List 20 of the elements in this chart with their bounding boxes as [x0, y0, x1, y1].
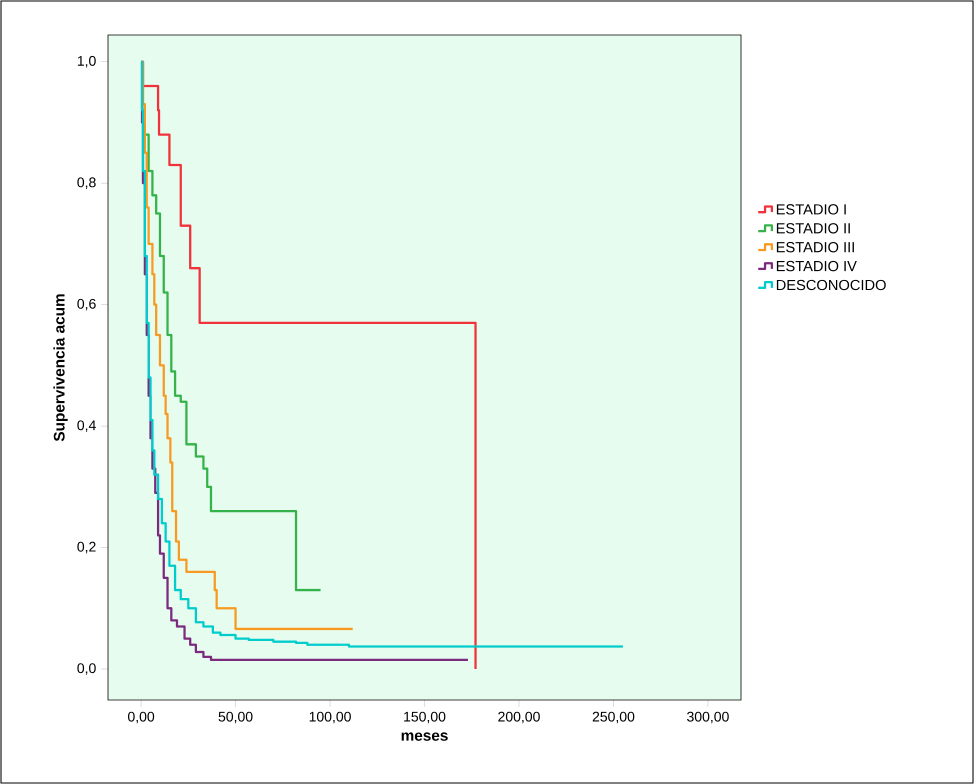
x-tick-label: 200,00: [498, 712, 540, 724]
y-tick-label: 0,2: [77, 542, 96, 554]
x-tick-label: 0,00: [128, 712, 154, 724]
legend-label: ESTADIO I: [776, 204, 846, 215]
y-tick-label: 0,8: [77, 177, 96, 189]
legend-label: DESCONOCIDO: [776, 280, 886, 290]
y-axis-title: Supervivencia acum: [53, 294, 68, 442]
x-tick-label: 50,00: [218, 712, 253, 724]
y-tick-label: 0,6: [77, 298, 96, 310]
x-tick-label: 150,00: [404, 712, 446, 724]
legend-label: ESTADIO IV: [776, 260, 857, 272]
y-tick-label: 0,0: [77, 663, 96, 675]
x-tick-label: 300,00: [687, 712, 729, 724]
y-tick-label: 1,0: [78, 56, 96, 68]
y-tick-label: 0,4: [77, 420, 96, 432]
x-tick-label: 250,00: [592, 712, 634, 724]
x-axis-title: meses: [402, 732, 448, 741]
legend-label: ESTADIO III: [776, 242, 854, 252]
legend-label: ESTADIO II: [776, 223, 850, 234]
x-tick-label: 100,00: [310, 712, 351, 724]
